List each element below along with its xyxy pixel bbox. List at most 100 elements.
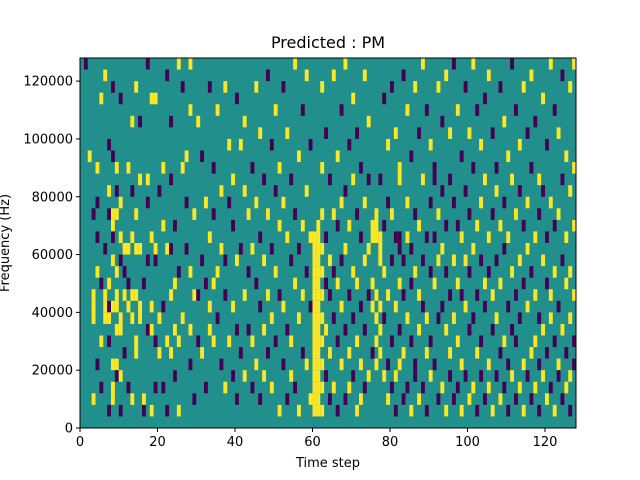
x-tick-label: 40 xyxy=(227,435,244,450)
heatmap-cell xyxy=(382,312,387,324)
heatmap-cell xyxy=(506,300,511,313)
heatmap-cell xyxy=(355,208,360,220)
heatmap-cell xyxy=(293,208,298,220)
heatmap-cell xyxy=(475,104,480,116)
heatmap-cell xyxy=(320,81,325,93)
heatmap-cell xyxy=(339,196,344,209)
heatmap-cell xyxy=(107,312,112,324)
heatmap-cell xyxy=(242,370,247,382)
heatmap-cell xyxy=(374,358,379,371)
heatmap-cell xyxy=(386,393,391,405)
heatmap-cell xyxy=(432,173,437,186)
x-tick-label: 0 xyxy=(76,435,84,450)
heatmap-cell xyxy=(331,69,336,82)
heatmap-cell xyxy=(285,323,290,336)
heatmap-cell xyxy=(455,381,460,394)
heatmap-cell xyxy=(153,335,158,348)
heatmap-cell xyxy=(390,381,394,394)
heatmap-cell xyxy=(266,289,270,301)
heatmap-cell xyxy=(355,277,360,290)
heatmap-cell xyxy=(161,219,166,232)
heatmap-cell xyxy=(293,381,298,394)
heatmap-cell xyxy=(320,266,325,278)
heatmap-cell xyxy=(200,347,205,359)
heatmap-cell xyxy=(145,196,150,209)
heatmap-cell xyxy=(304,185,309,197)
heatmap-cell xyxy=(231,370,236,382)
heatmap-cell xyxy=(122,289,127,301)
chart-title: Predicted : PM xyxy=(271,33,385,52)
heatmap-cell xyxy=(529,69,534,82)
heatmap-cell xyxy=(328,347,332,359)
heatmap-cell xyxy=(207,231,212,243)
heatmap-cell xyxy=(366,115,371,128)
heatmap-cell xyxy=(521,277,526,290)
heatmap-cell xyxy=(176,404,181,417)
heatmap-cell xyxy=(359,300,363,313)
heatmap-cell xyxy=(355,127,360,139)
heatmap-cell xyxy=(320,208,325,220)
heatmap-cell xyxy=(397,243,402,255)
heatmap-cell xyxy=(227,138,232,151)
heatmap-cell xyxy=(432,231,437,243)
heatmap-cell xyxy=(176,266,181,278)
heatmap-cell xyxy=(87,150,92,163)
heatmap-cell xyxy=(328,254,332,267)
heatmap-cell xyxy=(277,289,282,301)
heatmap-cell xyxy=(362,381,367,394)
heatmap-cell xyxy=(130,393,135,405)
heatmap-cell xyxy=(281,300,286,313)
heatmap-cell xyxy=(207,81,212,93)
heatmap-cell xyxy=(320,404,325,417)
heatmap-cell xyxy=(99,335,104,348)
heatmap-cell xyxy=(149,231,154,243)
heatmap-cell xyxy=(397,162,402,174)
heatmap-cell xyxy=(269,243,274,255)
heatmap-cell xyxy=(157,312,162,324)
heatmap-cell xyxy=(483,393,487,405)
heatmap-cell xyxy=(343,323,348,336)
heatmap-cell xyxy=(114,266,119,278)
heatmap-cell xyxy=(552,404,557,417)
heatmap-cell xyxy=(184,243,189,255)
heatmap-cell xyxy=(304,69,309,82)
heatmap-cell xyxy=(114,323,119,336)
heatmap-cell xyxy=(118,196,123,209)
heatmap-cell xyxy=(490,404,495,417)
heatmap-cell xyxy=(130,289,135,301)
heatmap-cell xyxy=(401,289,406,301)
heatmap-cell xyxy=(111,381,115,394)
heatmap-cell xyxy=(107,138,112,151)
heatmap-cell xyxy=(428,370,433,382)
heatmap-cell xyxy=(173,277,177,290)
heatmap-cell xyxy=(161,162,166,174)
heatmap-cell xyxy=(145,58,150,70)
heatmap-cell xyxy=(111,219,115,232)
heatmap-cell xyxy=(545,138,549,151)
heatmap-cell xyxy=(312,243,317,255)
heatmap-cell xyxy=(537,208,542,220)
heatmap-cell xyxy=(572,335,577,348)
heatmap-cell xyxy=(440,115,445,128)
heatmap-cell xyxy=(238,347,243,359)
heatmap-cell xyxy=(312,254,317,267)
heatmap-cell xyxy=(312,358,317,371)
heatmap-cell xyxy=(362,196,367,209)
heatmap-cell xyxy=(316,381,321,394)
heatmap-cell xyxy=(316,312,321,324)
heatmap-cell xyxy=(405,196,410,209)
heatmap-cell xyxy=(238,243,243,255)
heatmap-cell xyxy=(219,358,224,371)
heatmap-cell xyxy=(200,254,205,267)
heatmap-cell xyxy=(564,150,569,163)
heatmap-cell xyxy=(483,173,487,186)
heatmap-cell xyxy=(471,243,476,255)
heatmap-cell xyxy=(537,312,542,324)
heatmap-cell xyxy=(401,69,406,82)
heatmap-cell xyxy=(502,243,507,255)
heatmap-cell xyxy=(548,196,553,209)
heatmap-cell xyxy=(316,323,321,336)
heatmap-cell xyxy=(486,231,491,243)
heatmap-cell xyxy=(351,312,356,324)
heatmap-cell xyxy=(161,300,166,313)
